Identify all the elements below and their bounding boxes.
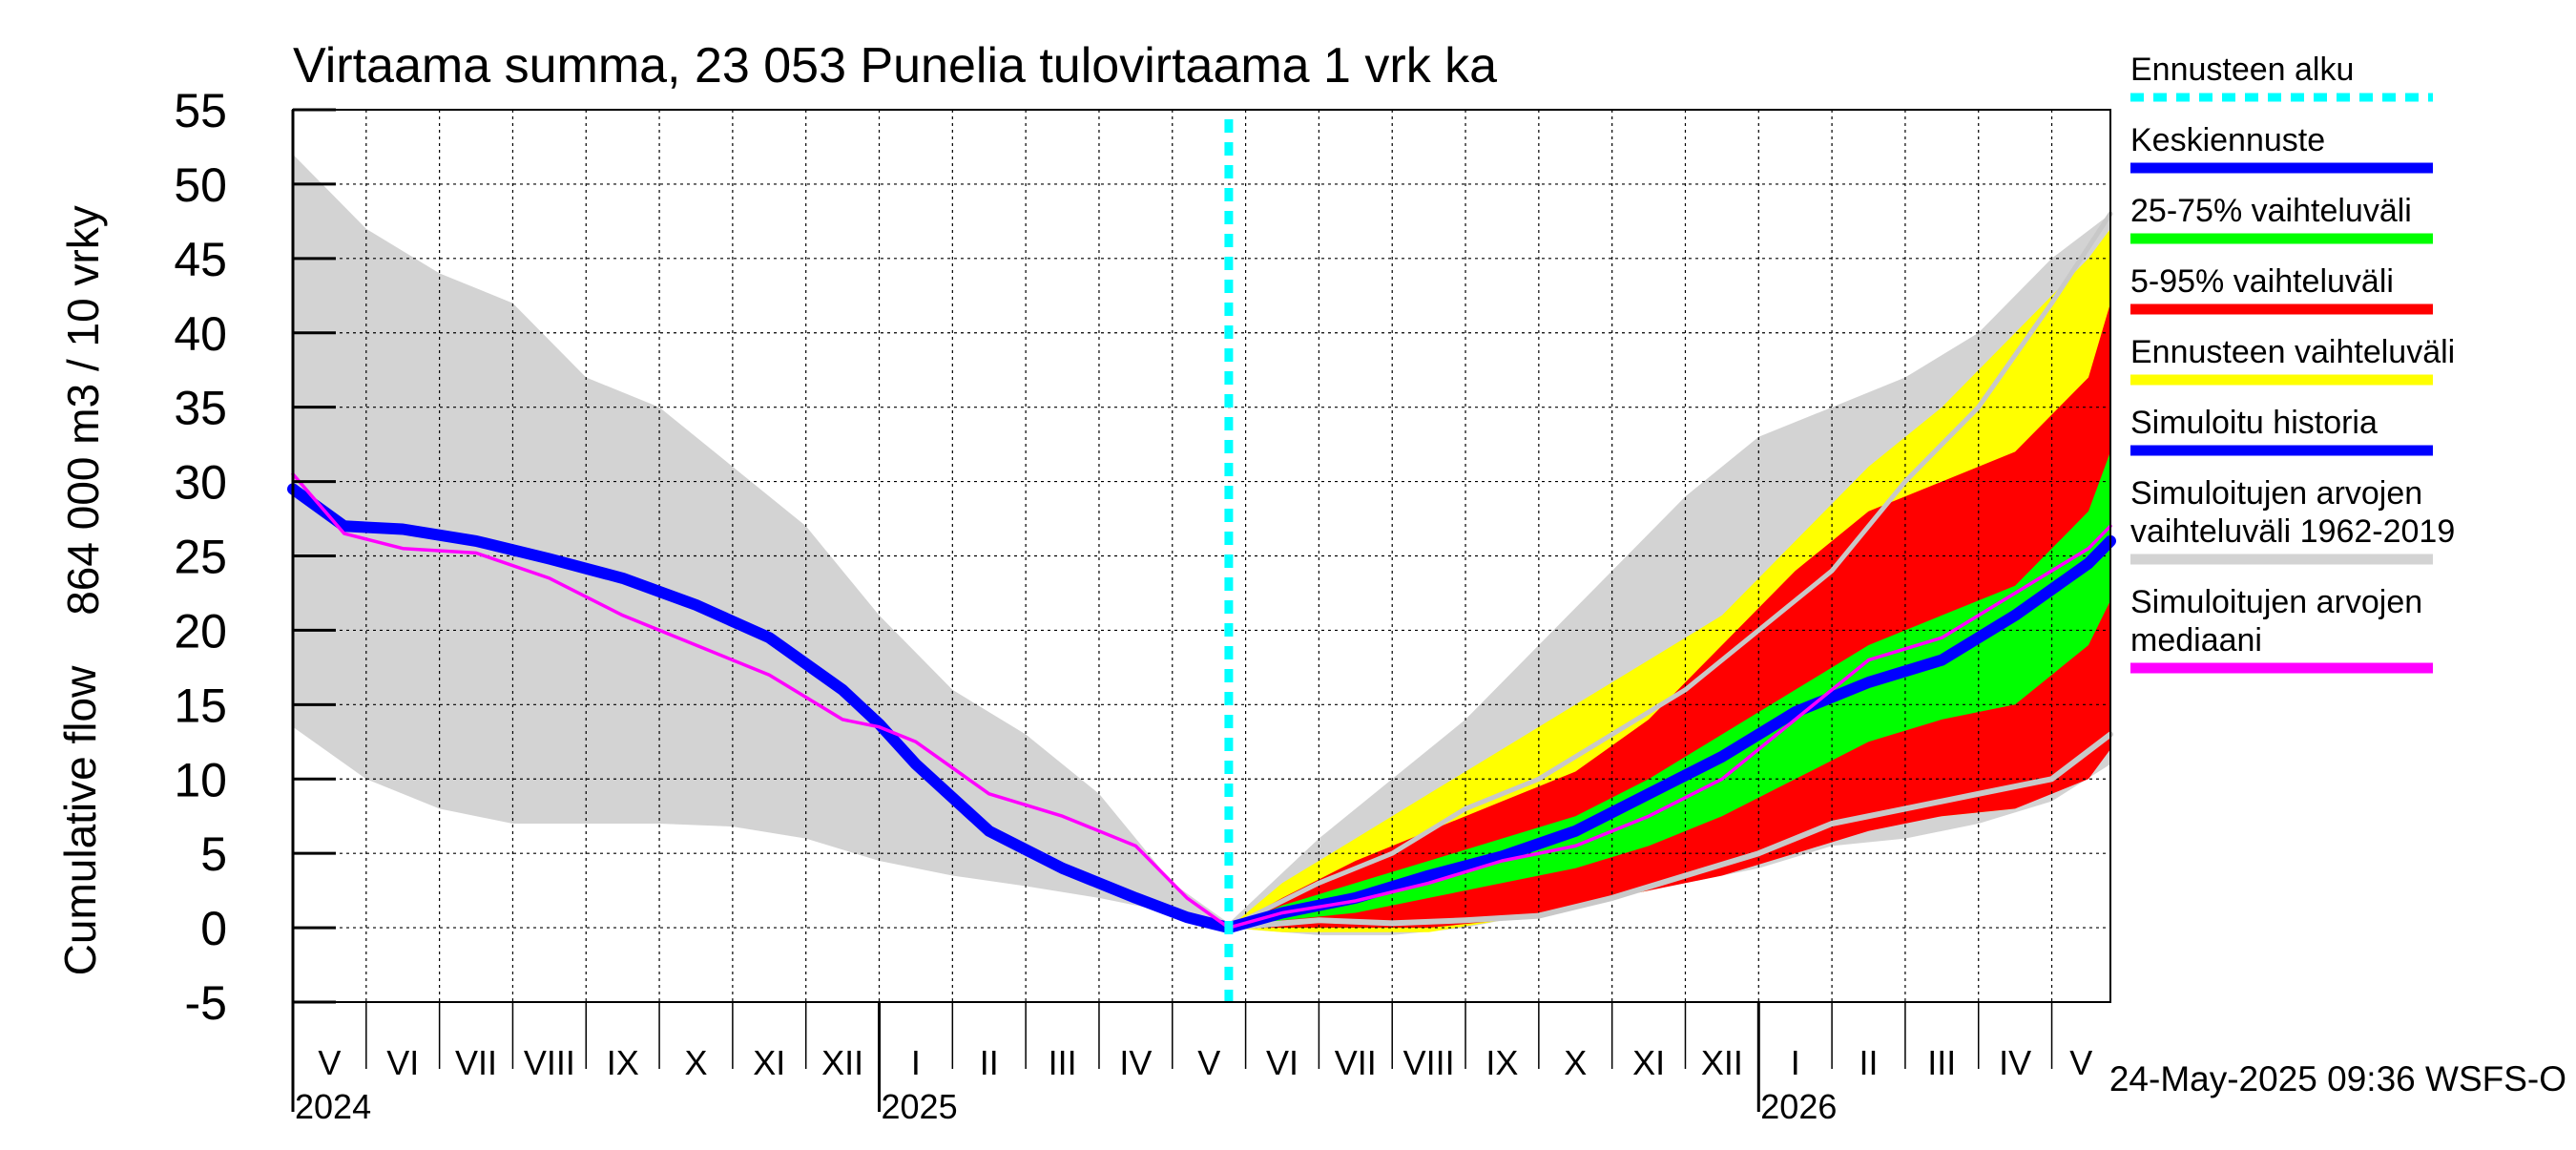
legend-label-simuloitujen-arvojen-vaihteluv-li-1962-2019-2: vaihteluväli 1962-2019: [2130, 513, 2455, 550]
y-tick-label-35: 35: [174, 382, 227, 435]
x-month-label-24: V: [2069, 1043, 2092, 1082]
x-year-label-2024: 2024: [295, 1087, 371, 1126]
x-month-label-18: XI: [1632, 1043, 1665, 1082]
x-month-label-7: XII: [821, 1043, 863, 1082]
x-month-label-10: III: [1049, 1043, 1077, 1082]
legend-item-ennusteen-alku: Ennusteen alku: [2130, 52, 2433, 102]
y-axis-label-line1: 864 000 m3 / 10 vrky: [58, 205, 108, 616]
x-month-label-0: V: [318, 1043, 341, 1082]
legend-label-simuloitujen-arvojen-mediaani-2: mediaani: [2130, 622, 2262, 659]
x-month-label-3: VIII: [524, 1043, 575, 1082]
legend-item-25-75-vaihteluv-li: 25-75% vaihteluväli: [2130, 193, 2433, 244]
legend-label-simuloitu-historia: Simuloitu historia: [2130, 405, 2378, 441]
y-tick-label--5: -5: [185, 976, 227, 1030]
y-axis-label-line2: Cumulative flow: [55, 665, 105, 975]
y-tick-label-25: 25: [174, 531, 227, 584]
legend-label-simuloitujen-arvojen-vaihteluv-li-1962-2019-1: Simuloitujen arvojen: [2130, 475, 2422, 512]
y-tick-label-10: 10: [174, 753, 227, 806]
x-year-label-2025: 2025: [882, 1087, 958, 1126]
y-tick-label-15: 15: [174, 679, 227, 732]
x-month-label-15: VIII: [1403, 1043, 1455, 1082]
x-year-label-2026: 2026: [1760, 1087, 1837, 1126]
y-tick-label-0: 0: [200, 902, 227, 955]
band-layer: [293, 154, 2110, 935]
legend-label-5-95-vaihteluv-li: 5-95% vaihteluväli: [2130, 263, 2394, 300]
grey-upper-forecast-line: [1226, 211, 2113, 930]
x-month-label-14: VII: [1335, 1043, 1377, 1082]
simulated-history-line: [287, 483, 1235, 934]
y-tick-label-40: 40: [174, 307, 227, 361]
axes-layer: [291, 108, 2111, 1112]
y-tick-label-5: 5: [200, 827, 227, 881]
band-5-95: [1228, 303, 2110, 929]
x-month-label-4: IX: [607, 1043, 639, 1082]
legend: Ennusteen alku Keskiennuste 25-75% vaihtel…: [2130, 52, 2455, 674]
band-25-75: [1228, 451, 2110, 929]
line-layer: [287, 119, 2116, 1002]
x-month-label-20: I: [1791, 1043, 1800, 1082]
legend-label-ennusteen-vaihteluv-li: Ennusteen vaihteluväli: [2130, 334, 2455, 370]
legend-item-5-95-vaihteluv-li: 5-95% vaihteluväli: [2130, 263, 2433, 315]
x-month-label-23: IV: [1999, 1043, 2031, 1082]
legend-item-keskiennuste: Keskiennuste: [2130, 122, 2433, 174]
x-month-label-16: IX: [1485, 1043, 1518, 1082]
x-month-label-2: VII: [455, 1043, 497, 1082]
grey-median-line: [1225, 731, 2113, 931]
median-line: [291, 472, 2112, 930]
x-month-label-1: VI: [386, 1043, 419, 1082]
x-month-label-9: II: [980, 1043, 999, 1082]
x-month-label-13: VI: [1266, 1043, 1298, 1082]
x-month-label-5: X: [684, 1043, 707, 1082]
y-tick-label-30: 30: [174, 456, 227, 510]
grid-layer: [293, 110, 2110, 1002]
legend-label-keskiennuste: Keskiennuste: [2130, 122, 2325, 158]
x-month-label-12: V: [1197, 1043, 1220, 1082]
x-month-label-6: XI: [753, 1043, 785, 1082]
x-month-label-17: X: [1564, 1043, 1587, 1082]
x-month-label-11: IV: [1119, 1043, 1152, 1082]
legend-item-simuloitu-historia: Simuloitu historia: [2130, 405, 2433, 456]
y-tick-label-50: 50: [174, 158, 227, 212]
legend-label-simuloitujen-arvojen-mediaani-1: Simuloitujen arvojen: [2130, 584, 2422, 620]
chart-title: Virtaama summa, 23 053 Punelia tulovirta…: [293, 38, 1497, 94]
y-tick-label-55: 55: [174, 84, 227, 137]
legend-item-ennusteen-vaihteluv-li: Ennusteen vaihteluväli: [2130, 334, 2455, 386]
x-month-label-8: I: [911, 1043, 921, 1082]
x-month-label-22: III: [1927, 1043, 1956, 1082]
timestamp: 24-May-2025 09:36 WSFS-O: [2109, 1059, 2566, 1098]
y-tick-label-45: 45: [174, 233, 227, 286]
x-month-label-21: II: [1859, 1043, 1878, 1082]
x-month-label-19: XII: [1701, 1043, 1743, 1082]
legend-label-25-75-vaihteluv-li: 25-75% vaihteluväli: [2130, 193, 2412, 229]
mean-forecast-line: [1222, 534, 2116, 934]
y-tick-label-20: 20: [174, 604, 227, 658]
legend-label-ennusteen-alku: Ennusteen alku: [2130, 52, 2354, 88]
